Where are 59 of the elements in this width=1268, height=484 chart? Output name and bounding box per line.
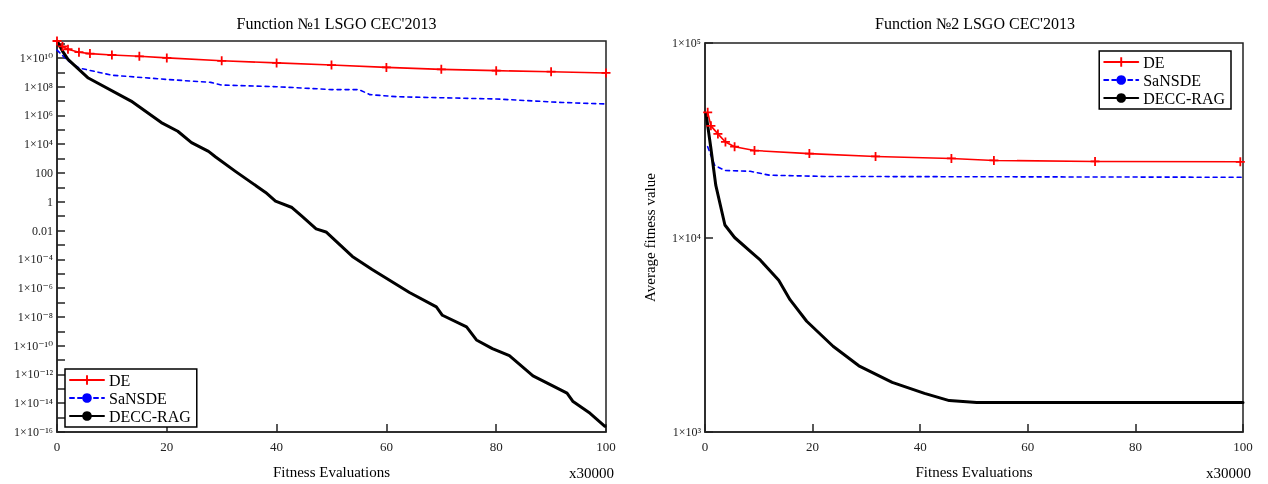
y-tick-label: 1×10⁻¹² xyxy=(14,367,54,382)
legend-label: SaNSDE xyxy=(1143,71,1201,89)
line-series xyxy=(706,145,1244,179)
x-tick-label: 20 xyxy=(160,439,174,454)
x-tick-label: 80 xyxy=(489,439,503,454)
x-tick-label: 40 xyxy=(270,439,284,454)
y-axis-title: Average fitness value xyxy=(641,172,658,302)
y-tick-label: 1×10⁴ xyxy=(672,230,701,245)
point xyxy=(107,50,117,60)
legend-label: DECC-RAG xyxy=(109,407,192,425)
legend-label: DE xyxy=(109,371,131,389)
y-tick-label: 1×10⁻⁸ xyxy=(17,309,53,324)
y-tick-label: 1×10⁵ xyxy=(672,36,701,50)
y-tick-label: 1×10⁴ xyxy=(24,137,53,152)
y-tick-label: 1×10³ xyxy=(672,425,702,439)
y-tick-label: 100 xyxy=(35,166,53,181)
x-tick-label: 100 xyxy=(596,439,616,454)
text: x30000 xyxy=(569,464,614,481)
y-tick-label: 1×10⁻⁴ xyxy=(17,252,53,267)
chart-title: Function №2 LSGO CEC'2013 xyxy=(875,14,1075,32)
point xyxy=(546,67,556,77)
point xyxy=(601,68,611,78)
y-tick-label: 1×10⁸ xyxy=(24,79,53,94)
legend-label: DECC-RAG xyxy=(1143,89,1226,107)
chart-title: Function №1 LSGO CEC'2013 xyxy=(236,14,437,32)
text: x30000 xyxy=(1206,464,1251,481)
x-tick-label: 60 xyxy=(379,439,393,454)
y-tick-label: 0.01 xyxy=(32,223,53,238)
y-tick-label: 1×10⁻¹⁶ xyxy=(14,425,53,439)
point xyxy=(703,107,713,117)
x-tick-label: 100 xyxy=(1233,439,1253,454)
x-tick-label: 80 xyxy=(1128,439,1142,454)
point xyxy=(162,53,172,63)
legend-label: SaNSDE xyxy=(109,389,167,407)
x-tick-label: 0 xyxy=(701,439,709,454)
point xyxy=(63,44,73,54)
x-tick-label: 0 xyxy=(53,439,61,454)
x-tick-label: 60 xyxy=(1021,439,1035,454)
point xyxy=(52,36,62,46)
point xyxy=(1235,157,1245,167)
y-tick-label: 1×10⁻¹⁴ xyxy=(14,396,53,411)
x-tick-label: 20 xyxy=(806,439,820,454)
y-tick-label: 1 xyxy=(47,194,53,209)
y-tick-label: 1×10⁶ xyxy=(24,108,53,123)
point xyxy=(713,129,723,139)
point xyxy=(217,56,227,66)
point xyxy=(74,47,84,57)
x-tick-label: 40 xyxy=(913,439,927,454)
point xyxy=(706,121,716,131)
y-tick-label: 1×10⁻⁶ xyxy=(17,281,53,296)
point xyxy=(134,51,144,61)
legend-label: DE xyxy=(1143,53,1165,71)
point xyxy=(491,66,501,76)
x-axis-title: Fitness Evaluations xyxy=(915,463,1033,480)
point xyxy=(272,58,282,68)
y-tick-label: 1×10⁻¹⁰ xyxy=(13,338,54,353)
point xyxy=(436,64,446,74)
x-axis-title: Fitness Evaluations xyxy=(272,463,391,480)
y-tick-label: 1×10¹⁰ xyxy=(19,50,54,65)
